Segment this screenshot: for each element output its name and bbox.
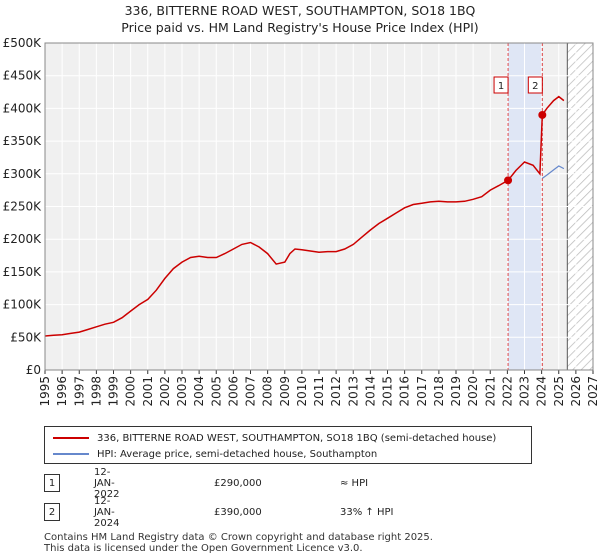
y-tick-label: £450K — [3, 69, 43, 83]
transaction-number-badge: 1 — [44, 474, 60, 492]
sale-point-marker — [504, 176, 513, 185]
hpi-line — [541, 165, 565, 179]
transaction-hpi-comparison: ≈ HPI — [340, 477, 369, 489]
x-tick-label: 2007 — [244, 376, 258, 407]
annotation-box — [527, 76, 543, 94]
chart-legend: 336, BITTERNE ROAD WEST, SOUTHAMPTON, SO… — [44, 426, 532, 464]
x-tick-label: 2016 — [398, 376, 412, 407]
transaction-number-badge: 2 — [44, 503, 60, 521]
x-tick-label: 2012 — [329, 376, 343, 407]
transaction-price: £290,000 — [214, 477, 262, 489]
transaction-row: 1 12-JAN-2022 £290,000 ≈ HPI — [44, 467, 368, 500]
legend-item-hpi: HPI: Average price, semi-detached house,… — [53, 447, 377, 461]
title-line-2: Price paid vs. HM Land Registry's House … — [121, 20, 479, 35]
x-tick-label: 2008 — [261, 376, 275, 407]
footer-attribution: Contains HM Land Registry data © Crown c… — [44, 532, 433, 554]
y-tick-label: £350K — [3, 134, 43, 148]
x-tick-label: 2022 — [500, 376, 514, 407]
x-tick-label: 2020 — [466, 376, 480, 407]
x-tick-label: 2010 — [295, 376, 309, 407]
transaction-row: 2 12-JAN-2024 £390,000 33% ↑ HPI — [44, 496, 393, 529]
legend-swatch-hpi — [53, 453, 89, 455]
x-tick-label: 2002 — [158, 376, 172, 407]
x-tick-label: 2001 — [141, 376, 155, 407]
x-tick-label: 2006 — [226, 376, 240, 407]
annotation-box — [493, 76, 509, 94]
y-tick-label: £100K — [3, 298, 43, 312]
x-tick-label: 2011 — [312, 376, 326, 407]
x-tick-label: 1997 — [72, 376, 86, 407]
title-line-1: 336, BITTERNE ROAD WEST, SOUTHAMPTON, SO… — [124, 3, 476, 18]
x-tick-label: 2015 — [381, 376, 395, 407]
transaction-date: 12-JAN-2022 — [94, 466, 120, 500]
x-tick-label: 2014 — [363, 376, 377, 407]
legend-swatch-property — [53, 437, 89, 439]
x-tick-label: 2027 — [586, 376, 600, 407]
footer-line-1: Contains HM Land Registry data © Crown c… — [44, 532, 433, 543]
sale-point-marker — [538, 110, 547, 119]
x-tick-label: 2019 — [449, 376, 463, 407]
x-tick-label: 2024 — [535, 376, 549, 407]
y-tick-label: £50K — [10, 330, 42, 344]
property-price-line — [44, 95, 565, 337]
y-tick-label: £250K — [3, 200, 43, 214]
x-tick-label: 1999 — [107, 376, 121, 407]
y-tick-label: £400K — [3, 101, 43, 115]
annotation-label: 2 — [532, 81, 538, 92]
chart-title: 336, BITTERNE ROAD WEST, SOUTHAMPTON, SO… — [0, 2, 600, 36]
transaction-price: £390,000 — [214, 506, 262, 518]
transaction-hpi-comparison: 33% ↑ HPI — [340, 506, 394, 518]
x-tick-label: 2023 — [518, 376, 532, 407]
x-tick-label: 1996 — [55, 376, 69, 407]
x-tick-label: 2025 — [552, 376, 566, 407]
x-tick-label: 2018 — [432, 376, 446, 407]
x-tick-label: 2000 — [124, 376, 138, 407]
x-tick-label: 2026 — [569, 376, 583, 407]
annotation-label: 1 — [498, 81, 504, 92]
legend-label-property: 336, BITTERNE ROAD WEST, SOUTHAMPTON, SO… — [97, 432, 497, 444]
x-tick-label: 1998 — [89, 376, 103, 407]
x-tick-label: 2005 — [209, 376, 223, 407]
x-tick-label: 2017 — [415, 376, 429, 407]
footer-line-2: This data is licensed under the Open Gov… — [44, 543, 363, 554]
y-tick-label: £0 — [26, 363, 41, 377]
legend-label-hpi: HPI: Average price, semi-detached house,… — [97, 448, 378, 460]
y-tick-label: £150K — [3, 265, 43, 279]
x-tick-label: 2009 — [278, 376, 292, 407]
x-tick-label: 2003 — [175, 376, 189, 407]
y-tick-label: £300K — [3, 167, 43, 181]
price-chart: 1 2 £0 £50K £100K £150K £200K £250K £300K £350K £… — [3, 36, 600, 407]
x-tick-label: 2004 — [192, 376, 206, 407]
legend-item-property: 336, BITTERNE ROAD WEST, SOUTHAMPTON, SO… — [53, 431, 496, 445]
y-tick-label: £200K — [3, 232, 43, 246]
plot-frame — [44, 42, 594, 371]
transaction-date: 12-JAN-2024 — [94, 495, 120, 529]
x-tick-label: 1995 — [38, 376, 52, 407]
x-tick-label: 2013 — [346, 376, 360, 407]
x-tick-label: 2021 — [483, 376, 497, 407]
y-tick-label: £500K — [3, 36, 43, 50]
